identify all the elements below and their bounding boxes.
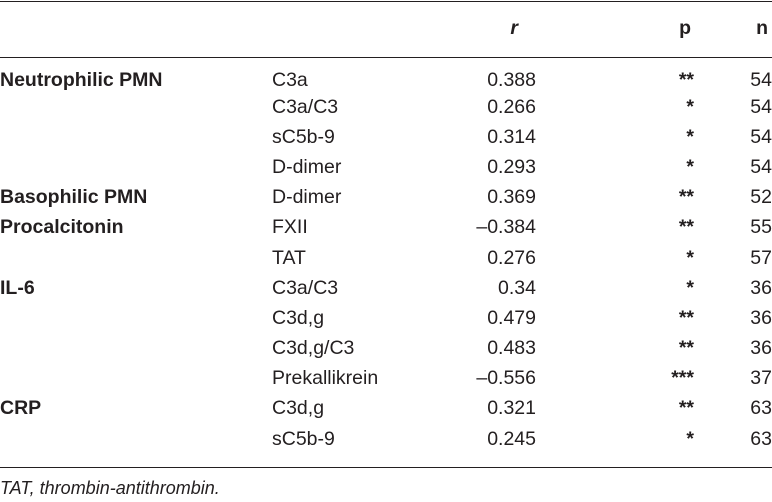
row-group: Basophilic PMN: [0, 186, 148, 209]
row-p-significance: **: [678, 397, 694, 420]
row-parameter: sC5b-9: [272, 427, 335, 450]
table-row: Procalcitonin FXII –0.384 ** 55: [0, 213, 772, 243]
row-r-value: 0.276: [487, 246, 536, 269]
table-row: Prekallikrein –0.556 *** 37: [0, 364, 772, 394]
row-r-value: 0.369: [487, 186, 536, 209]
table-row: Neutrophilic PMN C3a 0.388 ** 54: [0, 57, 772, 92]
row-p-significance: **: [678, 337, 694, 360]
row-n-value: 55: [750, 216, 772, 239]
row-p-significance: **: [678, 186, 694, 209]
row-n-value: 57: [750, 246, 772, 269]
header-p: p: [679, 17, 691, 39]
table-row: C3d,g 0.479 ** 36: [0, 303, 772, 333]
header-row: r p n: [0, 0, 772, 57]
row-r-value: 0.479: [487, 306, 536, 329]
row-n-value: 63: [750, 397, 772, 420]
row-parameter: FXII: [272, 216, 308, 239]
row-n-value: 36: [750, 276, 772, 299]
table-row: C3a/C3 0.266 * 54: [0, 92, 772, 122]
row-group: [0, 303, 272, 333]
row-r-value: 0.388: [487, 69, 536, 91]
row-n-value: 54: [750, 69, 772, 91]
row-group: [0, 152, 272, 182]
row-n-value: 54: [750, 155, 772, 178]
row-p-significance: *: [686, 246, 694, 269]
row-n-value: 54: [750, 95, 772, 118]
row-r-value: 0.293: [487, 155, 536, 178]
row-group: Neutrophilic PMN: [0, 69, 163, 91]
header-group: [0, 0, 272, 57]
row-n-value: 54: [750, 125, 772, 148]
row-parameter: D-dimer: [272, 155, 342, 178]
row-group: IL-6: [0, 276, 35, 299]
row-p-significance: *: [686, 155, 694, 178]
table-row: sC5b-9 0.314 * 54: [0, 122, 772, 152]
table-row: CRP C3d,g 0.321 ** 63: [0, 394, 772, 424]
table-row: TAT 0.276 * 57: [0, 243, 772, 273]
row-p-significance: **: [678, 216, 694, 239]
row-group: [0, 92, 272, 122]
row-p-significance: *: [686, 125, 694, 148]
row-group: CRP: [0, 397, 42, 420]
row-r-value: –0.556: [476, 367, 536, 390]
row-n-value: 36: [750, 337, 772, 360]
row-group: [0, 122, 272, 152]
row-parameter: Prekallikrein: [272, 367, 379, 390]
row-r-value: 0.321: [487, 397, 536, 420]
table-header-rule: [0, 57, 772, 58]
table-footnote: TAT, thrombin-antithrombin.: [0, 478, 220, 498]
row-p-significance: **: [678, 306, 694, 329]
table-row: Basophilic PMN D-dimer 0.369 ** 52: [0, 183, 772, 213]
row-r-value: 0.314: [487, 125, 536, 148]
row-parameter: TAT: [272, 246, 306, 269]
row-parameter: sC5b-9: [272, 125, 335, 148]
header-n: n: [756, 17, 768, 39]
row-group: [0, 243, 272, 273]
row-p-significance: *: [686, 95, 694, 118]
row-n-value: 36: [750, 306, 772, 329]
row-parameter: C3a/C3: [272, 95, 339, 118]
table-row: IL-6 C3a/C3 0.34 * 36: [0, 273, 772, 303]
header-parameter: [272, 0, 442, 57]
row-r-value: –0.384: [476, 216, 536, 239]
table-top-rule: [0, 1, 772, 2]
table-row: sC5b-9 0.245 * 63: [0, 424, 772, 454]
row-parameter: C3d,g: [272, 306, 325, 329]
row-group: [0, 424, 272, 454]
row-parameter: C3a/C3: [272, 276, 339, 299]
row-p-significance: *: [686, 276, 694, 299]
row-parameter: C3d,g: [272, 397, 325, 420]
row-r-value: 0.34: [498, 276, 536, 299]
row-group: Procalcitonin: [0, 216, 124, 239]
row-p-significance: *: [686, 427, 694, 450]
correlation-table: r p n Neutrophilic PMN C3a 0.388 ** 54 C3a/C3…: [0, 0, 772, 454]
table-body: Neutrophilic PMN C3a 0.388 ** 54 C3a/C3 0.266 *…: [0, 57, 772, 454]
row-group: [0, 364, 272, 394]
row-n-value: 37: [750, 367, 772, 390]
table-row: D-dimer 0.293 * 54: [0, 152, 772, 182]
table-header: r p n: [0, 0, 772, 57]
row-r-value: 0.245: [487, 427, 536, 450]
table-row: C3d,g/C3 0.483 ** 36: [0, 334, 772, 364]
row-n-value: 63: [750, 427, 772, 450]
row-r-value: 0.266: [487, 95, 536, 118]
correlation-table-container: r p n Neutrophilic PMN C3a 0.388 ** 54 C3a/C3…: [0, 0, 772, 454]
row-p-significance: **: [678, 69, 694, 91]
header-r: r: [510, 17, 518, 39]
row-parameter: C3a: [272, 69, 308, 91]
table-bottom-rule: [0, 467, 772, 468]
row-r-value: 0.483: [487, 337, 536, 360]
row-n-value: 52: [750, 186, 772, 209]
row-group: [0, 334, 272, 364]
row-parameter: D-dimer: [272, 186, 342, 209]
row-p-significance: ***: [671, 367, 694, 390]
row-parameter: C3d,g/C3: [272, 337, 355, 360]
